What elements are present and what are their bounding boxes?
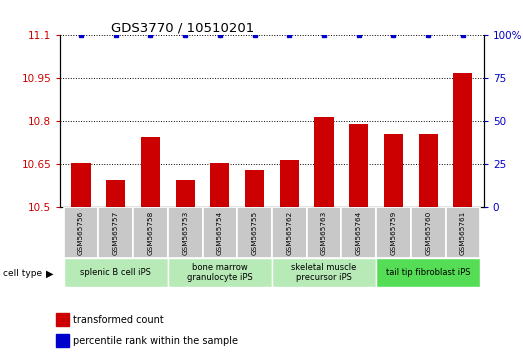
Text: GSM565764: GSM565764 [356,211,362,255]
Bar [306,207,342,258]
Bar [55,334,69,347]
Text: transformed count: transformed count [73,314,164,325]
Bar [349,124,368,207]
Text: GSM565753: GSM565753 [182,211,188,255]
Bar [384,134,403,207]
Text: splenic B cell iPS: splenic B cell iPS [80,268,151,277]
Bar [446,207,480,258]
Bar [133,207,168,258]
Bar [411,207,446,258]
Bar [453,73,472,207]
Bar [55,313,69,326]
Bar [210,163,230,207]
Text: GSM565755: GSM565755 [252,211,258,255]
Text: GSM565757: GSM565757 [112,211,119,255]
Bar [168,258,272,287]
Bar [202,207,237,258]
Text: ▶: ▶ [46,268,53,278]
Text: GSM565758: GSM565758 [147,211,153,255]
Bar [64,258,168,287]
Text: percentile rank within the sample: percentile rank within the sample [73,336,238,346]
Text: tail tip fibroblast iPS: tail tip fibroblast iPS [386,268,471,277]
Bar [376,207,411,258]
Text: GSM565754: GSM565754 [217,211,223,255]
Text: cell type: cell type [3,269,42,278]
Bar [272,207,306,258]
Text: GSM565762: GSM565762 [286,211,292,255]
Text: GDS3770 / 10510201: GDS3770 / 10510201 [111,21,254,34]
Text: skeletal muscle
precursor iPS: skeletal muscle precursor iPS [291,263,357,282]
Bar [280,160,299,207]
Bar [376,258,480,287]
Text: GSM565763: GSM565763 [321,211,327,255]
Bar [168,207,202,258]
Text: GSM565759: GSM565759 [391,211,396,255]
Bar [98,207,133,258]
Bar [245,170,264,207]
Bar [176,180,195,207]
Bar [314,117,334,207]
Bar [72,163,90,207]
Text: bone marrow
granulocyte iPS: bone marrow granulocyte iPS [187,263,253,282]
Bar [342,207,376,258]
Bar [141,137,160,207]
Text: GSM565761: GSM565761 [460,211,466,255]
Bar [106,180,125,207]
Text: GSM565756: GSM565756 [78,211,84,255]
Text: GSM565760: GSM565760 [425,211,431,255]
Bar [64,207,98,258]
Bar [237,207,272,258]
Bar [419,134,438,207]
Bar [272,258,376,287]
